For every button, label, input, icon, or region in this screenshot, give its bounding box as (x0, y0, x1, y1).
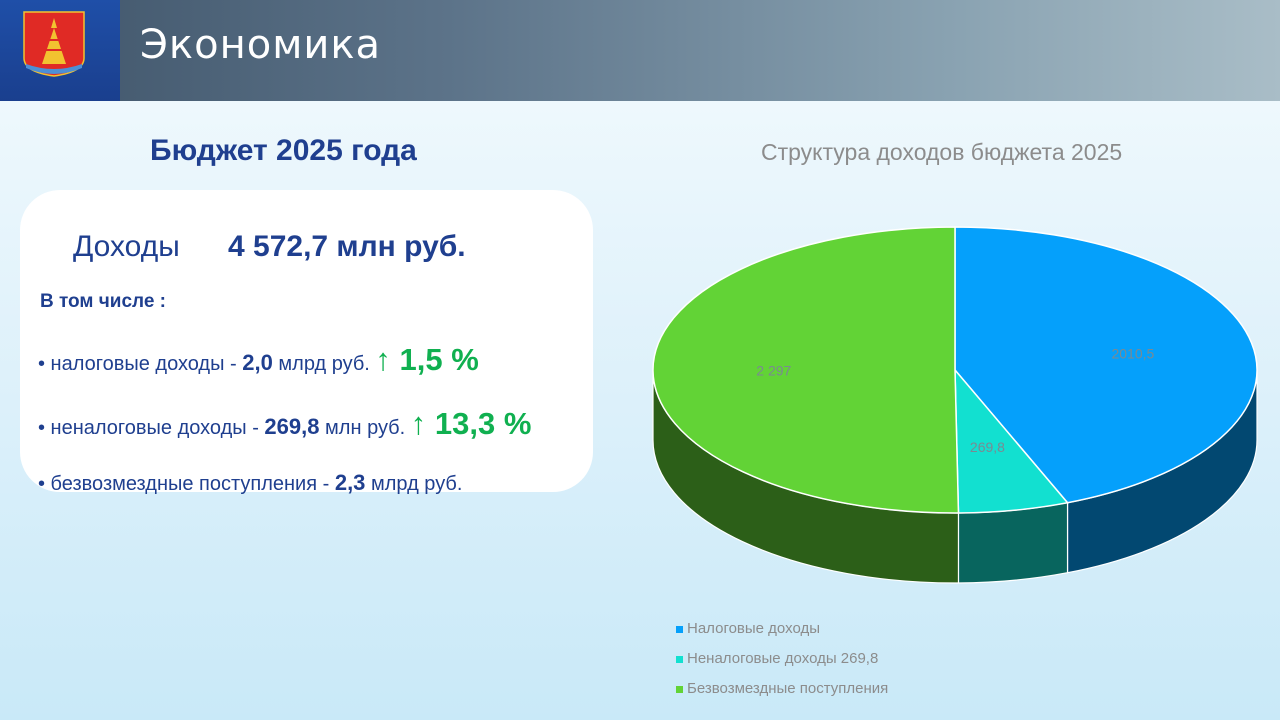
growth-badge: ↑ 13,3 % (410, 406, 532, 441)
city-emblem (0, 0, 120, 101)
income-value: 4 572,7 млн руб. (228, 230, 466, 263)
growth-badge: ↑ 1,5 % (375, 342, 479, 377)
income-label: Доходы (73, 230, 180, 263)
legend-swatch (676, 686, 683, 693)
pie-slice-side (957, 501, 1069, 584)
header-bar: Экономика (0, 0, 1280, 101)
list-item-grants: • безвозмездные поступления - 2,3 млрд р… (38, 470, 463, 495)
including-label: В том числе : (40, 291, 167, 312)
pie-slice (652, 226, 960, 514)
emblem-icon (23, 11, 85, 77)
budget-card (20, 190, 593, 492)
list-item-nontax: • неналоговые доходы - 269,8 млн руб. ↑ … (38, 406, 532, 441)
pie-data-label: 2010,5 (1111, 346, 1154, 362)
page-title: Экономика (140, 22, 382, 68)
budget-title: Бюджет 2025 года (150, 134, 417, 167)
pie-data-label: 269,8 (970, 439, 1005, 455)
legend-swatch (676, 656, 683, 663)
chart-title: Структура доходов бюджета 2025 (761, 139, 1123, 165)
pie-data-label: 2 297 (756, 362, 791, 378)
pie-slice (954, 226, 1258, 504)
legend-swatch (676, 626, 683, 633)
list-item-tax: • налоговые доходы - 2,0 млрд руб. ↑ 1,5… (38, 342, 479, 377)
